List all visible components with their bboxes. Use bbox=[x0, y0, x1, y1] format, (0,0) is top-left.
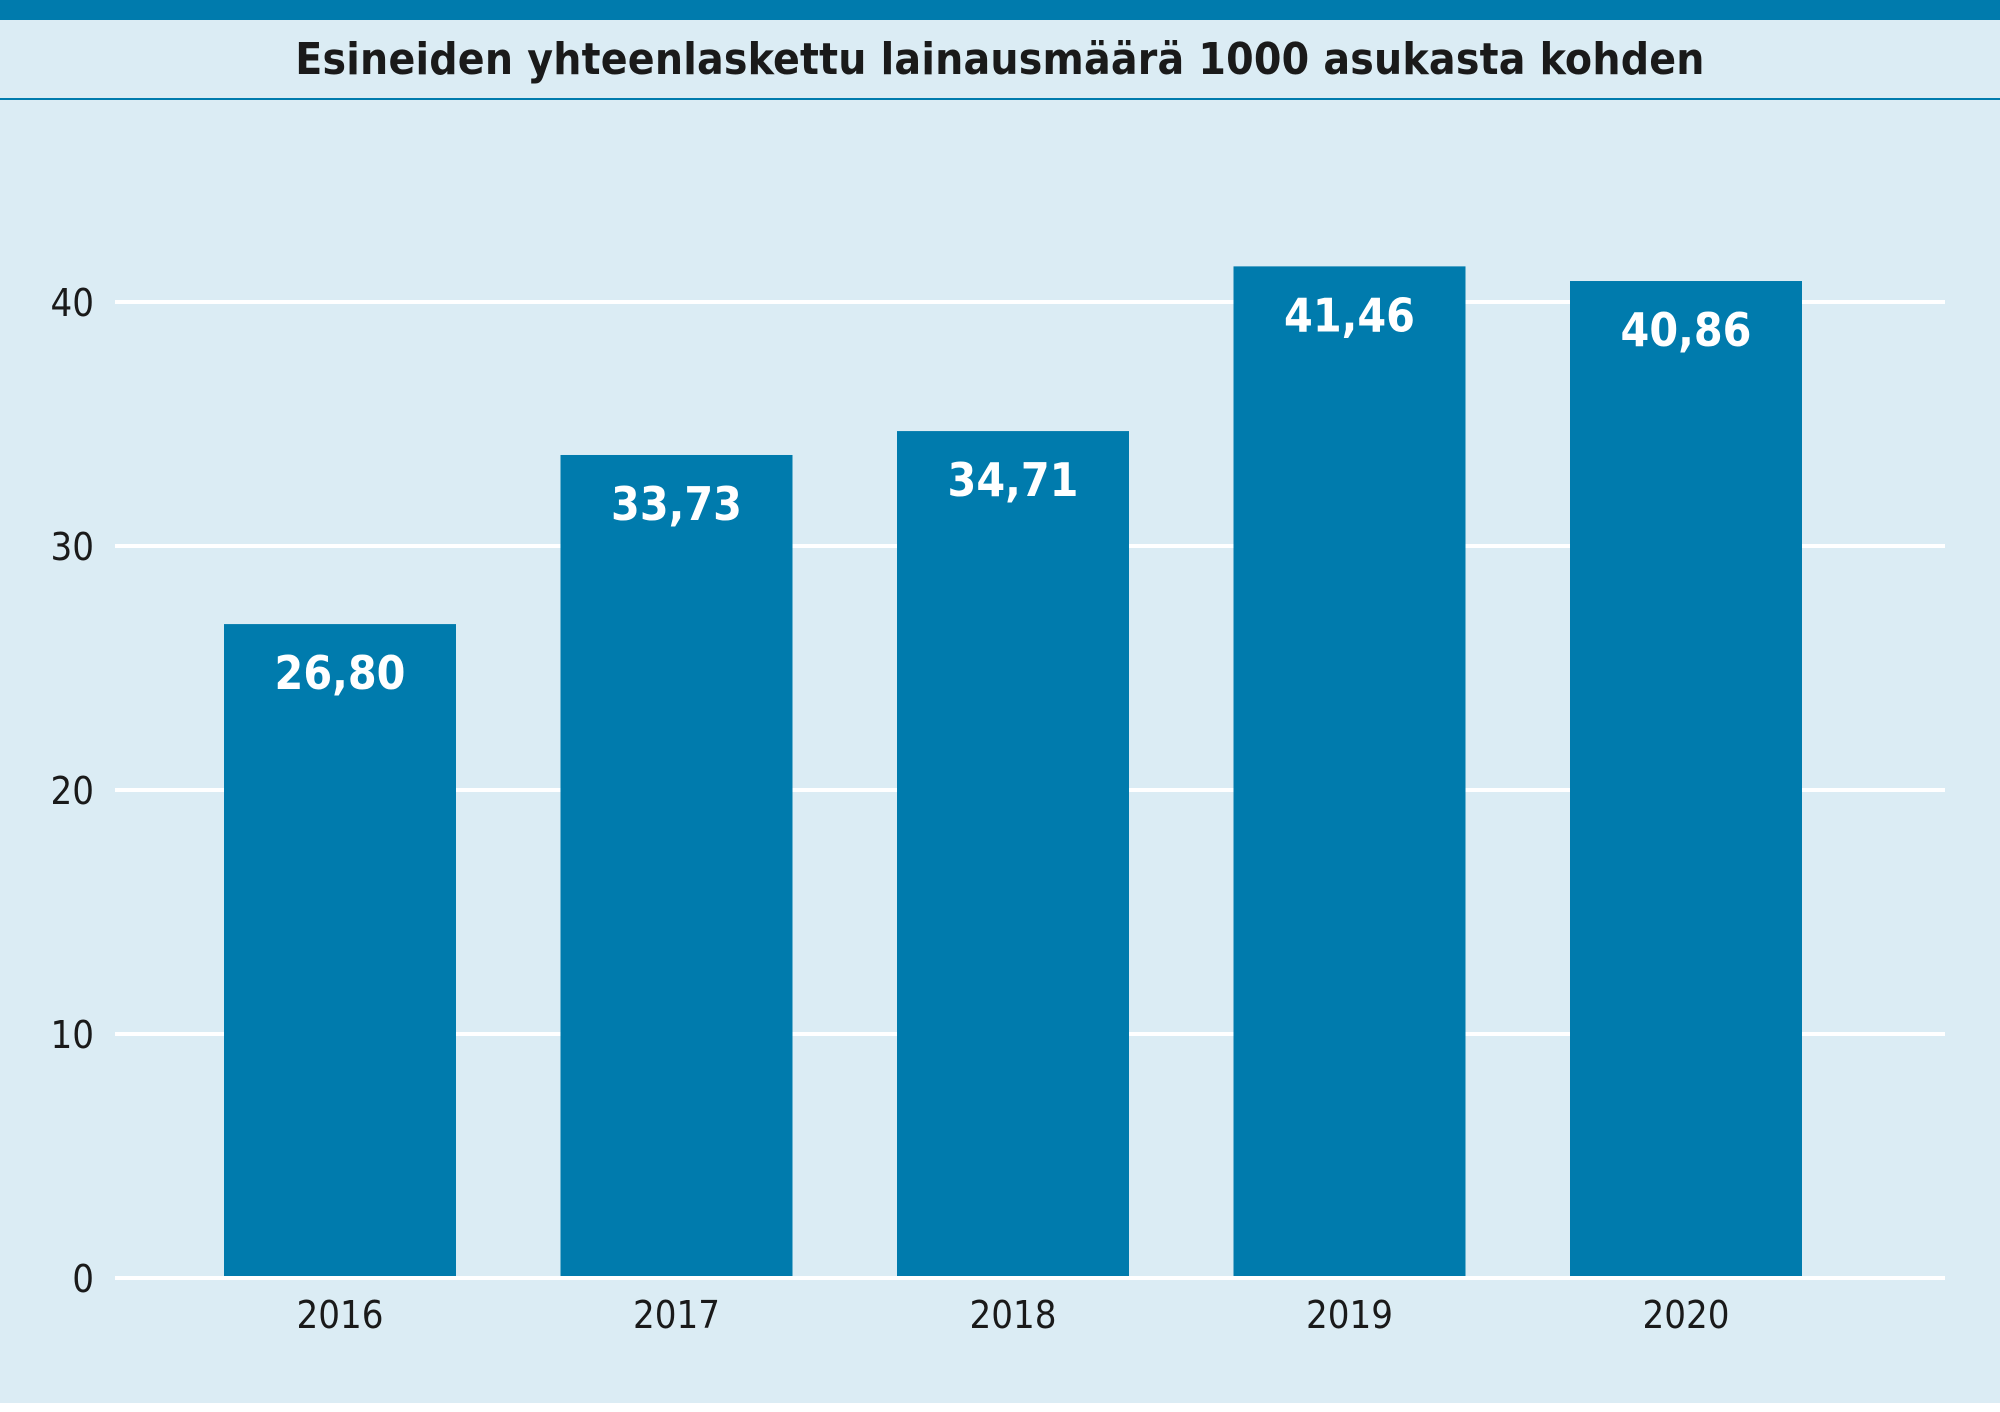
y-axis-ticks: 0 10 20 30 40 bbox=[51, 281, 95, 1301]
bottom-rule bbox=[0, 1403, 2000, 1412]
y-tick-label-30: 30 bbox=[51, 525, 95, 569]
y-tick-label-40: 40 bbox=[51, 281, 95, 325]
x-axis-ticks: 2016 2017 2018 2019 2020 bbox=[297, 1293, 1730, 1337]
x-tick-label-2018: 2018 bbox=[970, 1293, 1057, 1337]
x-tick-label-2019: 2019 bbox=[1306, 1293, 1393, 1337]
bar-2020 bbox=[1570, 281, 1802, 1278]
value-label-2016: 26,80 bbox=[275, 646, 406, 700]
chart-title: Esineiden yhteenlaskettu lainausmäärä 10… bbox=[295, 33, 1705, 85]
bar-2016 bbox=[224, 624, 456, 1278]
bars: 26,80 33,73 34,71 41,46 40,86 bbox=[224, 266, 1802, 1279]
value-label-2019: 41,46 bbox=[1284, 288, 1415, 342]
top-accent-rule bbox=[0, 0, 2000, 20]
value-label-2020: 40,86 bbox=[1621, 303, 1752, 357]
bar-2019 bbox=[1233, 266, 1466, 1279]
y-tick-label-0: 0 bbox=[72, 1257, 94, 1301]
value-label-2018: 34,71 bbox=[948, 453, 1079, 507]
value-label-2017: 33,73 bbox=[611, 477, 742, 531]
bar-2017 bbox=[560, 454, 793, 1278]
x-tick-label-2020: 2020 bbox=[1643, 1293, 1730, 1337]
x-tick-label-2016: 2016 bbox=[297, 1293, 384, 1337]
bar-2018 bbox=[897, 431, 1129, 1278]
title-bar: Esineiden yhteenlaskettu lainausmäärä 10… bbox=[0, 20, 2000, 100]
y-tick-label-20: 20 bbox=[51, 769, 95, 813]
x-tick-label-2017: 2017 bbox=[633, 1293, 720, 1337]
y-tick-label-10: 10 bbox=[51, 1013, 95, 1057]
